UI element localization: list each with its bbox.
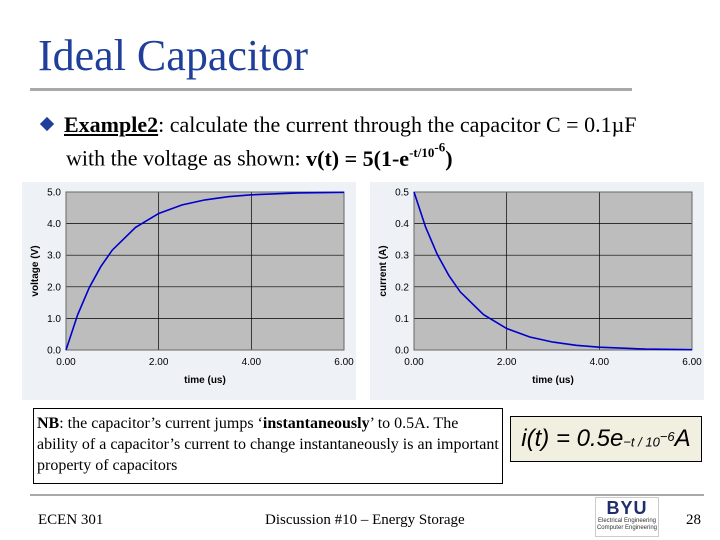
y-tick-label: 1.0: [47, 314, 61, 325]
x-tick-label: 0.00: [404, 357, 424, 368]
x-tick-label: 2.00: [149, 357, 169, 368]
current-chart: 0.0 0.1 0.2 0.3 0.4 0.5 0.00 2.00 4.00 6.00 time (…: [370, 182, 704, 400]
x-tick-label: 6.00: [682, 357, 702, 368]
y-tick-label: 0.5: [395, 188, 409, 199]
y-tick-label: 4.0: [47, 219, 61, 230]
x-axis-label: time (us): [532, 375, 574, 386]
byu-logo: BYU Electrical Engineering Computer Engi…: [595, 497, 659, 537]
series-line: [65, 191, 345, 351]
bullet-line-1: Example2: calculate the current through …: [39, 112, 637, 138]
y-tick-label: 0.0: [395, 346, 409, 357]
example-colon: :: [158, 112, 165, 137]
y-tick-label: 0.3: [395, 251, 409, 262]
note-instantaneously: instantaneously: [262, 415, 370, 432]
series-line: [413, 191, 693, 351]
x-tick-label: 2.00: [497, 357, 517, 368]
x-axis-label: time (us): [184, 375, 226, 386]
bullet-text: calculate the current through the capaci…: [164, 112, 637, 137]
footer-divider: [30, 494, 704, 496]
current-chart-svg: 0.0 0.1 0.2 0.3 0.4 0.5 0.00 2.00 4.00 6.00 time (…: [370, 182, 704, 400]
plot-area: [414, 192, 692, 350]
current-formula-box: i(t) = 0.5e −t / 10−6 A: [510, 416, 702, 462]
x-tick-label: 0.00: [56, 357, 76, 368]
nb-label: NB: [37, 415, 60, 432]
voltage-chart-svg: 0.0 1.0 2.0 3.0 4.0 5.0 0.00 2.00 4.00 6.00 time (…: [22, 182, 356, 400]
note-box: NB: the capacitor’s current jumps ‘insta…: [33, 408, 503, 484]
title-divider: [30, 88, 632, 91]
formula-lhs: i(t) = 0.5e: [521, 425, 624, 452]
y-axis-label: voltage (V): [30, 245, 41, 296]
x-tick-label: 6.00: [334, 357, 354, 368]
logo-text: BYU: [606, 498, 648, 518]
y-tick-label: 5.0: [47, 188, 61, 199]
y-tick-label: 0.1: [395, 314, 409, 325]
logo-sub-1: Electrical Engineering: [597, 518, 657, 524]
voltage-chart: 0.0 1.0 2.0 3.0 4.0 5.0 0.00 2.00 4.00 6.00 time (…: [22, 182, 356, 400]
y-tick-label: 0.4: [395, 219, 409, 230]
y-axis-label: current (A): [378, 245, 389, 296]
x-tick-label: 4.00: [590, 357, 610, 368]
bullet-text-2: with the voltage as shown:: [66, 145, 307, 171]
formula-unit: A: [674, 425, 691, 452]
x-tick-label: 4.00: [242, 357, 262, 368]
footer-topic: Discussion #10 – Energy Storage: [265, 512, 465, 528]
formula-exponent: −t / 10−6: [623, 428, 675, 450]
note-text-1: : the capacitor’s current jumps ‘: [59, 415, 263, 432]
footer-course: ECEN 301: [38, 512, 104, 528]
y-tick-label: 0.0: [47, 346, 61, 357]
diamond-bullet-icon: [39, 116, 55, 132]
y-tick-label: 2.0: [47, 282, 61, 293]
voltage-formula: v(t) = 5(1-e-t/10-6): [306, 140, 453, 171]
plot-border: [413, 191, 693, 351]
plot-border: [65, 191, 345, 351]
slide-title: Ideal Capacitor: [38, 31, 308, 80]
logo-sub-2: Computer Engineering: [596, 525, 658, 531]
note-text-2: ’ to 0.5A. The ability of a capacitor’s …: [37, 415, 499, 474]
page-number: 28: [686, 512, 701, 528]
plot-area: [66, 192, 344, 350]
example-label: Example2: [64, 112, 159, 137]
y-tick-label: 3.0: [47, 251, 61, 262]
y-tick-label: 0.2: [395, 282, 409, 293]
bullet-line-2: with the voltage as shown: v(t) = 5(1-e-…: [66, 140, 453, 172]
